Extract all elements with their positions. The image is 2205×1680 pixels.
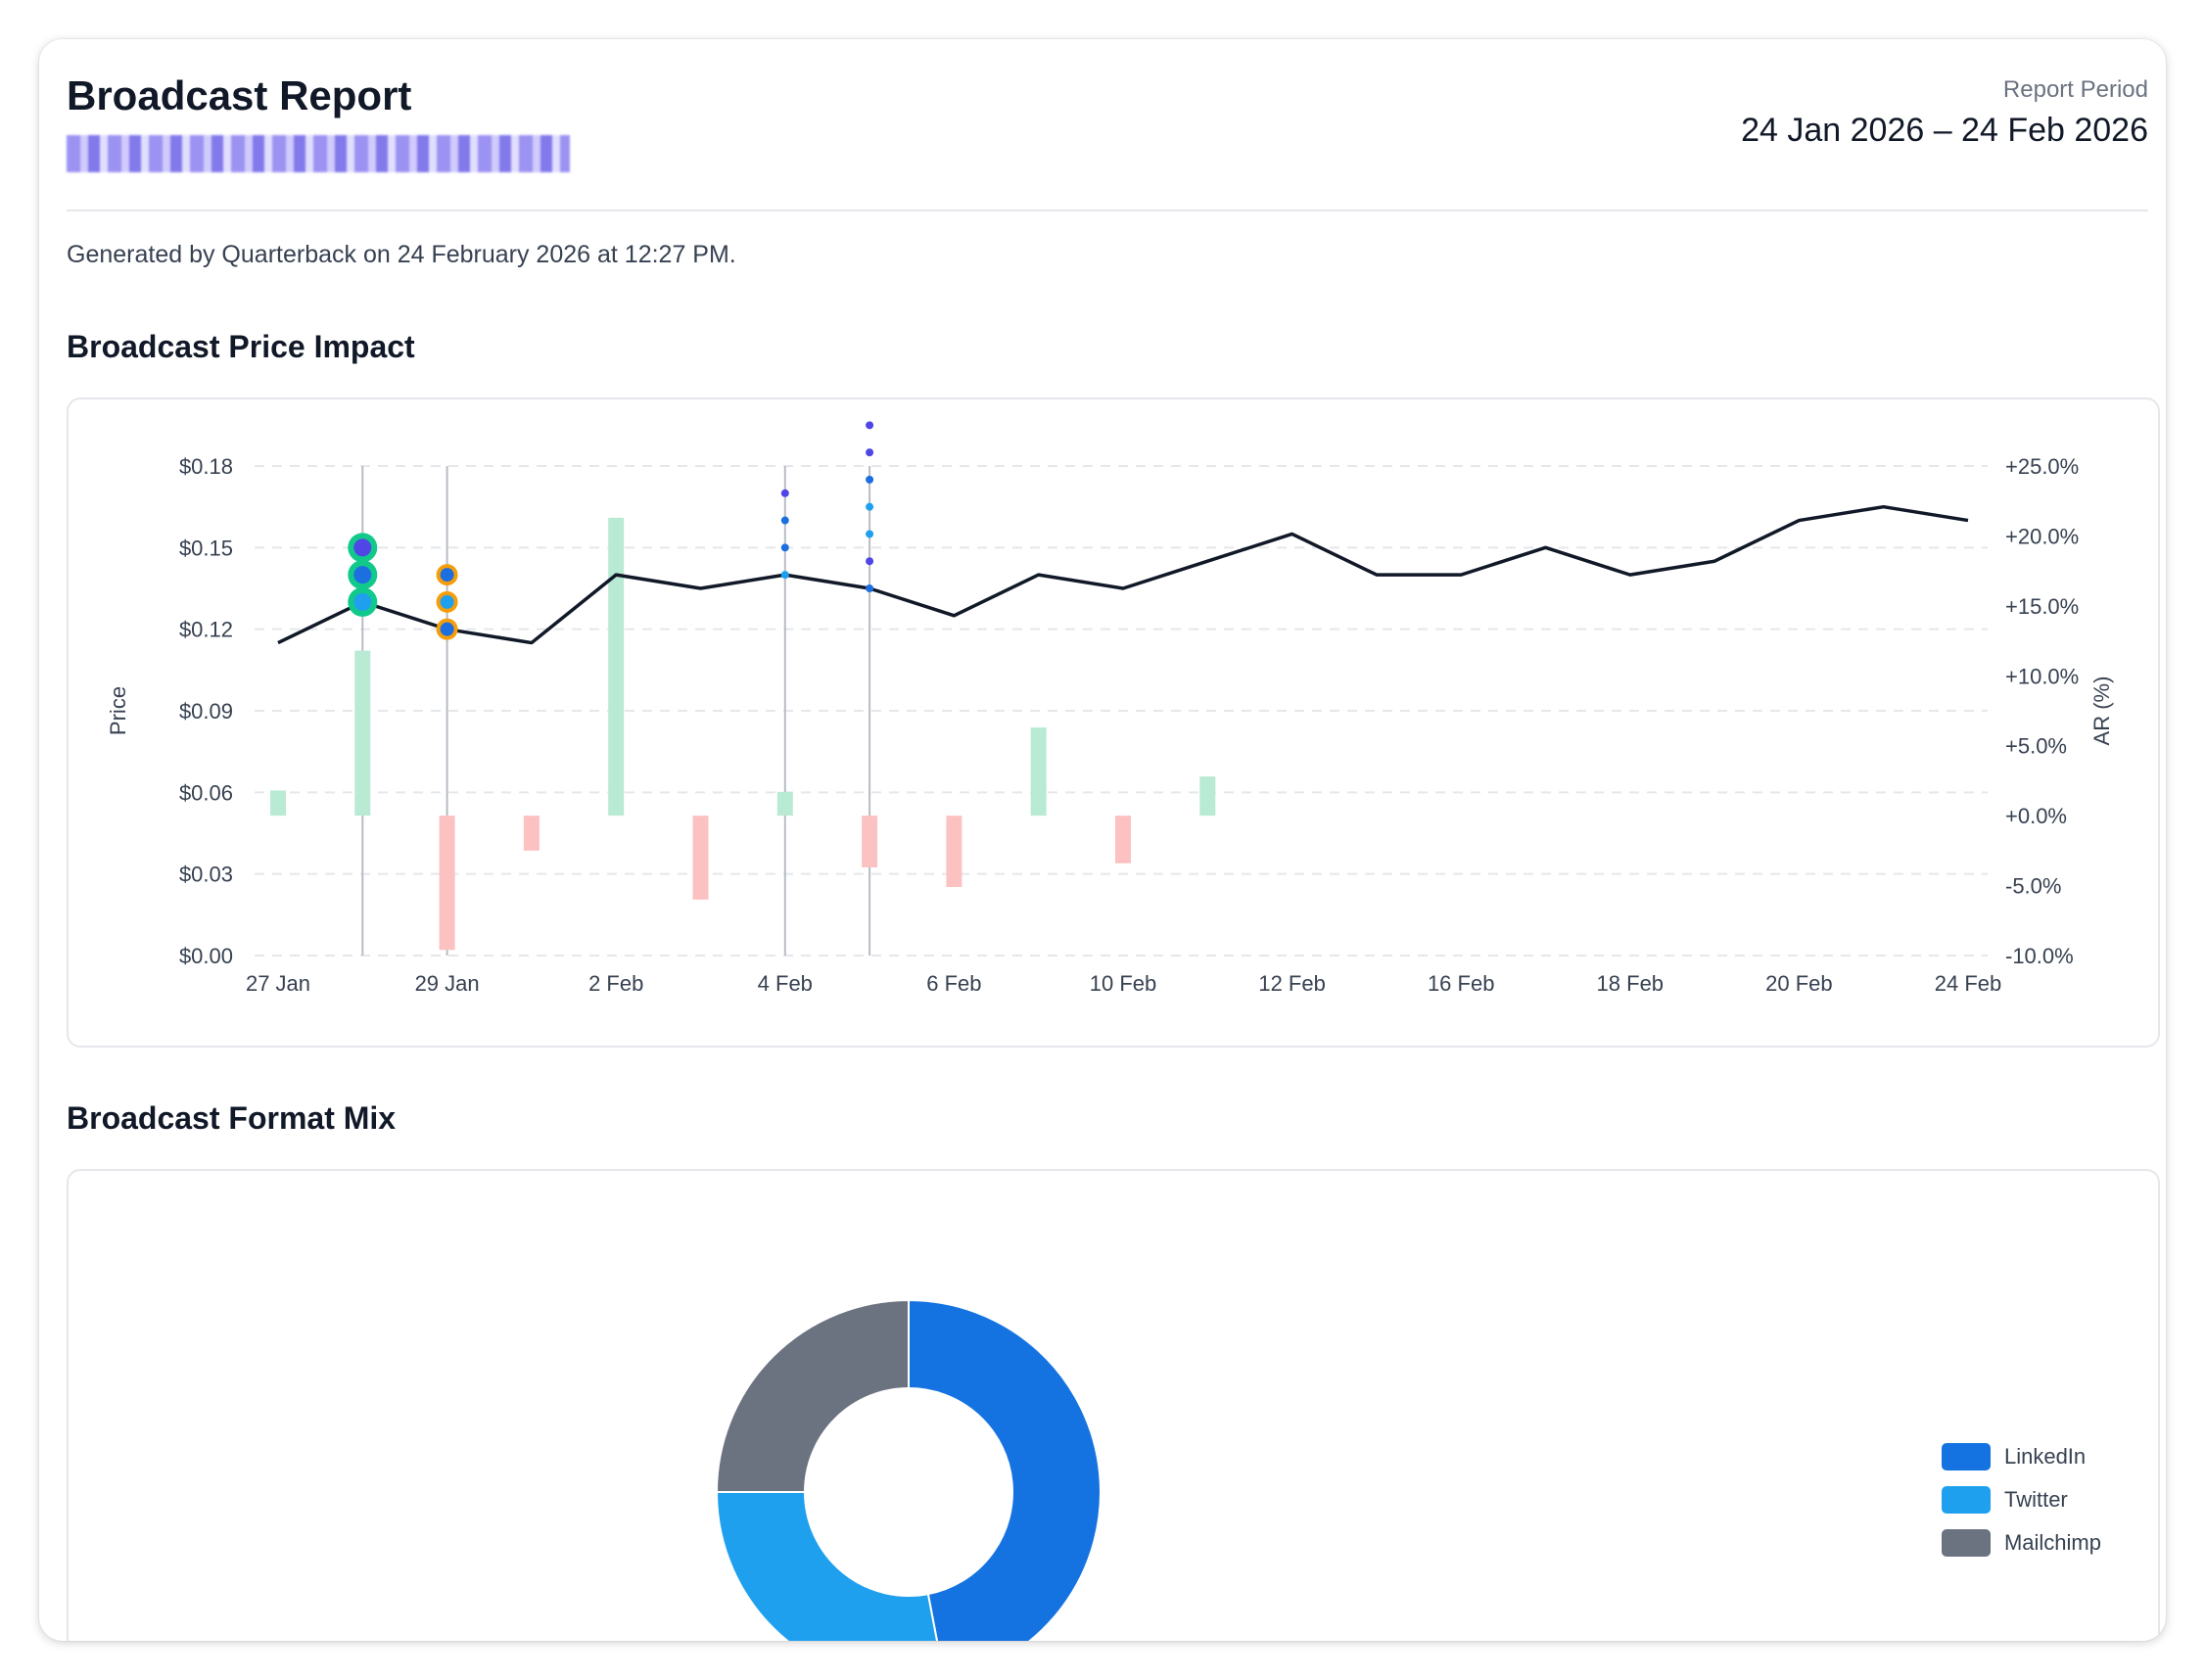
broadcast-dot bbox=[866, 421, 874, 430]
y2-tick-label: -10.0% bbox=[2005, 944, 2074, 968]
x-tick-label: 4 Feb bbox=[758, 971, 813, 996]
legend-item-linkedin[interactable]: LinkedIn bbox=[1941, 1435, 2101, 1478]
ar-bar bbox=[608, 517, 625, 817]
broadcast-marker-core bbox=[353, 538, 372, 557]
broadcast-marker-core bbox=[353, 566, 372, 584]
y2-tick-label: +15.0% bbox=[2005, 594, 2079, 619]
format-mix-chart bbox=[715, 1298, 1102, 1641]
ar-bar bbox=[439, 816, 455, 951]
price-impact-chart: $0.00 $0.03 $0.06 $0.09 $0.12 $0.15 $0.18 -10.0… bbox=[106, 421, 2114, 996]
broadcast-marker-core bbox=[353, 592, 372, 611]
donut-slice-twitter bbox=[715, 1491, 939, 1641]
broadcast-dot bbox=[780, 516, 789, 525]
x-tick-label: 20 Feb bbox=[1765, 971, 1833, 996]
y-tick-label: $0.09 bbox=[179, 699, 233, 723]
format-mix-panel: LinkedIn Twitter Mailchimp bbox=[67, 1169, 2160, 1641]
header-divider bbox=[67, 210, 2148, 211]
ar-bar bbox=[946, 816, 962, 887]
ar-bar bbox=[862, 816, 878, 867]
y-tick-label: $0.03 bbox=[179, 863, 233, 887]
legend-item-twitter[interactable]: Twitter bbox=[1941, 1478, 2101, 1521]
legend-swatch-linkedin bbox=[1941, 1443, 1991, 1470]
legend-item-mailchimp[interactable]: Mailchimp bbox=[1941, 1521, 2101, 1564]
x-tick-label: 10 Feb bbox=[1090, 971, 1157, 996]
broadcast-dot bbox=[780, 489, 789, 497]
x-tick-label: 2 Feb bbox=[588, 971, 643, 996]
price-impact-panel: $0.00 $0.03 $0.06 $0.09 $0.12 $0.15 $0.18 -10.0… bbox=[67, 397, 2160, 1048]
ar-bar bbox=[523, 816, 540, 851]
y-axis-label: Price bbox=[106, 686, 130, 735]
ar-bar bbox=[776, 791, 793, 817]
y-tick-label: $0.00 bbox=[179, 944, 233, 968]
x-tick-label: 12 Feb bbox=[1258, 971, 1326, 996]
y-tick-label: $0.12 bbox=[179, 618, 233, 642]
price-impact-title: Broadcast Price Impact bbox=[67, 329, 415, 364]
x-tick-label: 18 Feb bbox=[1597, 971, 1665, 996]
broadcast-dot bbox=[866, 557, 874, 566]
broadcast-dot bbox=[866, 475, 874, 484]
price-line bbox=[277, 504, 1969, 645]
y2-tick-label: +0.0% bbox=[2005, 804, 2067, 828]
donut-slice-linkedin bbox=[908, 1298, 1102, 1641]
broadcast-dot bbox=[780, 571, 789, 580]
report-period-label: Report Period bbox=[2002, 76, 2148, 103]
y2-tick-label: -5.0% bbox=[2005, 874, 2061, 899]
report-period-value: 24 Jan 2026 – 24 Feb 2026 bbox=[1741, 112, 2148, 149]
broadcast-dot bbox=[780, 543, 789, 552]
legend-label-twitter: Twitter bbox=[2003, 1487, 2068, 1512]
ar-bar bbox=[1115, 816, 1131, 863]
ar-bar bbox=[1030, 727, 1047, 817]
redacted-subtitle bbox=[67, 135, 570, 172]
report-title: Broadcast Report bbox=[67, 72, 412, 118]
broadcast-marker-core bbox=[440, 594, 454, 609]
y2-tick-label: +25.0% bbox=[2005, 454, 2079, 479]
donut-slice-mailchimp bbox=[715, 1298, 910, 1493]
y2-axis-label: AR (%) bbox=[2089, 677, 2114, 746]
ar-bar bbox=[692, 816, 709, 900]
legend-swatch-twitter bbox=[1941, 1486, 1991, 1514]
broadcast-dot bbox=[866, 502, 874, 511]
broadcast-dot bbox=[866, 448, 874, 457]
legend-label-linkedin: LinkedIn bbox=[2003, 1444, 2087, 1469]
y2-tick-label: +10.0% bbox=[2005, 664, 2079, 688]
broadcast-marker-core bbox=[440, 568, 454, 583]
y-tick-label: $0.15 bbox=[179, 536, 233, 560]
ar-bar bbox=[1199, 776, 1216, 817]
y-tick-label: $0.06 bbox=[179, 780, 233, 805]
x-tick-label: 16 Feb bbox=[1428, 971, 1495, 996]
broadcast-dot bbox=[866, 530, 874, 538]
generated-note: Generated by Quarterback on 24 February … bbox=[67, 241, 736, 268]
x-tick-label: 27 Jan bbox=[246, 971, 310, 996]
broadcast-dot bbox=[866, 584, 874, 592]
report-card: Broadcast Report Report Period 24 Jan 20… bbox=[39, 39, 2166, 1641]
x-tick-label: 6 Feb bbox=[926, 971, 981, 996]
format-mix-title: Broadcast Format Mix bbox=[67, 1100, 397, 1136]
y2-tick-label: +5.0% bbox=[2005, 734, 2067, 759]
y2-tick-label: +20.0% bbox=[2005, 524, 2079, 548]
legend-swatch-mailchimp bbox=[1941, 1529, 1991, 1557]
x-tick-label: 24 Feb bbox=[1935, 971, 2002, 996]
format-mix-legend: LinkedIn Twitter Mailchimp bbox=[1941, 1435, 2101, 1564]
ar-bar bbox=[270, 790, 286, 817]
x-tick-label: 29 Jan bbox=[415, 971, 480, 996]
legend-label-mailchimp: Mailchimp bbox=[2003, 1530, 2101, 1555]
broadcast-marker-core bbox=[440, 622, 454, 636]
y-tick-label: $0.18 bbox=[179, 454, 233, 479]
ar-bar bbox=[354, 650, 371, 817]
